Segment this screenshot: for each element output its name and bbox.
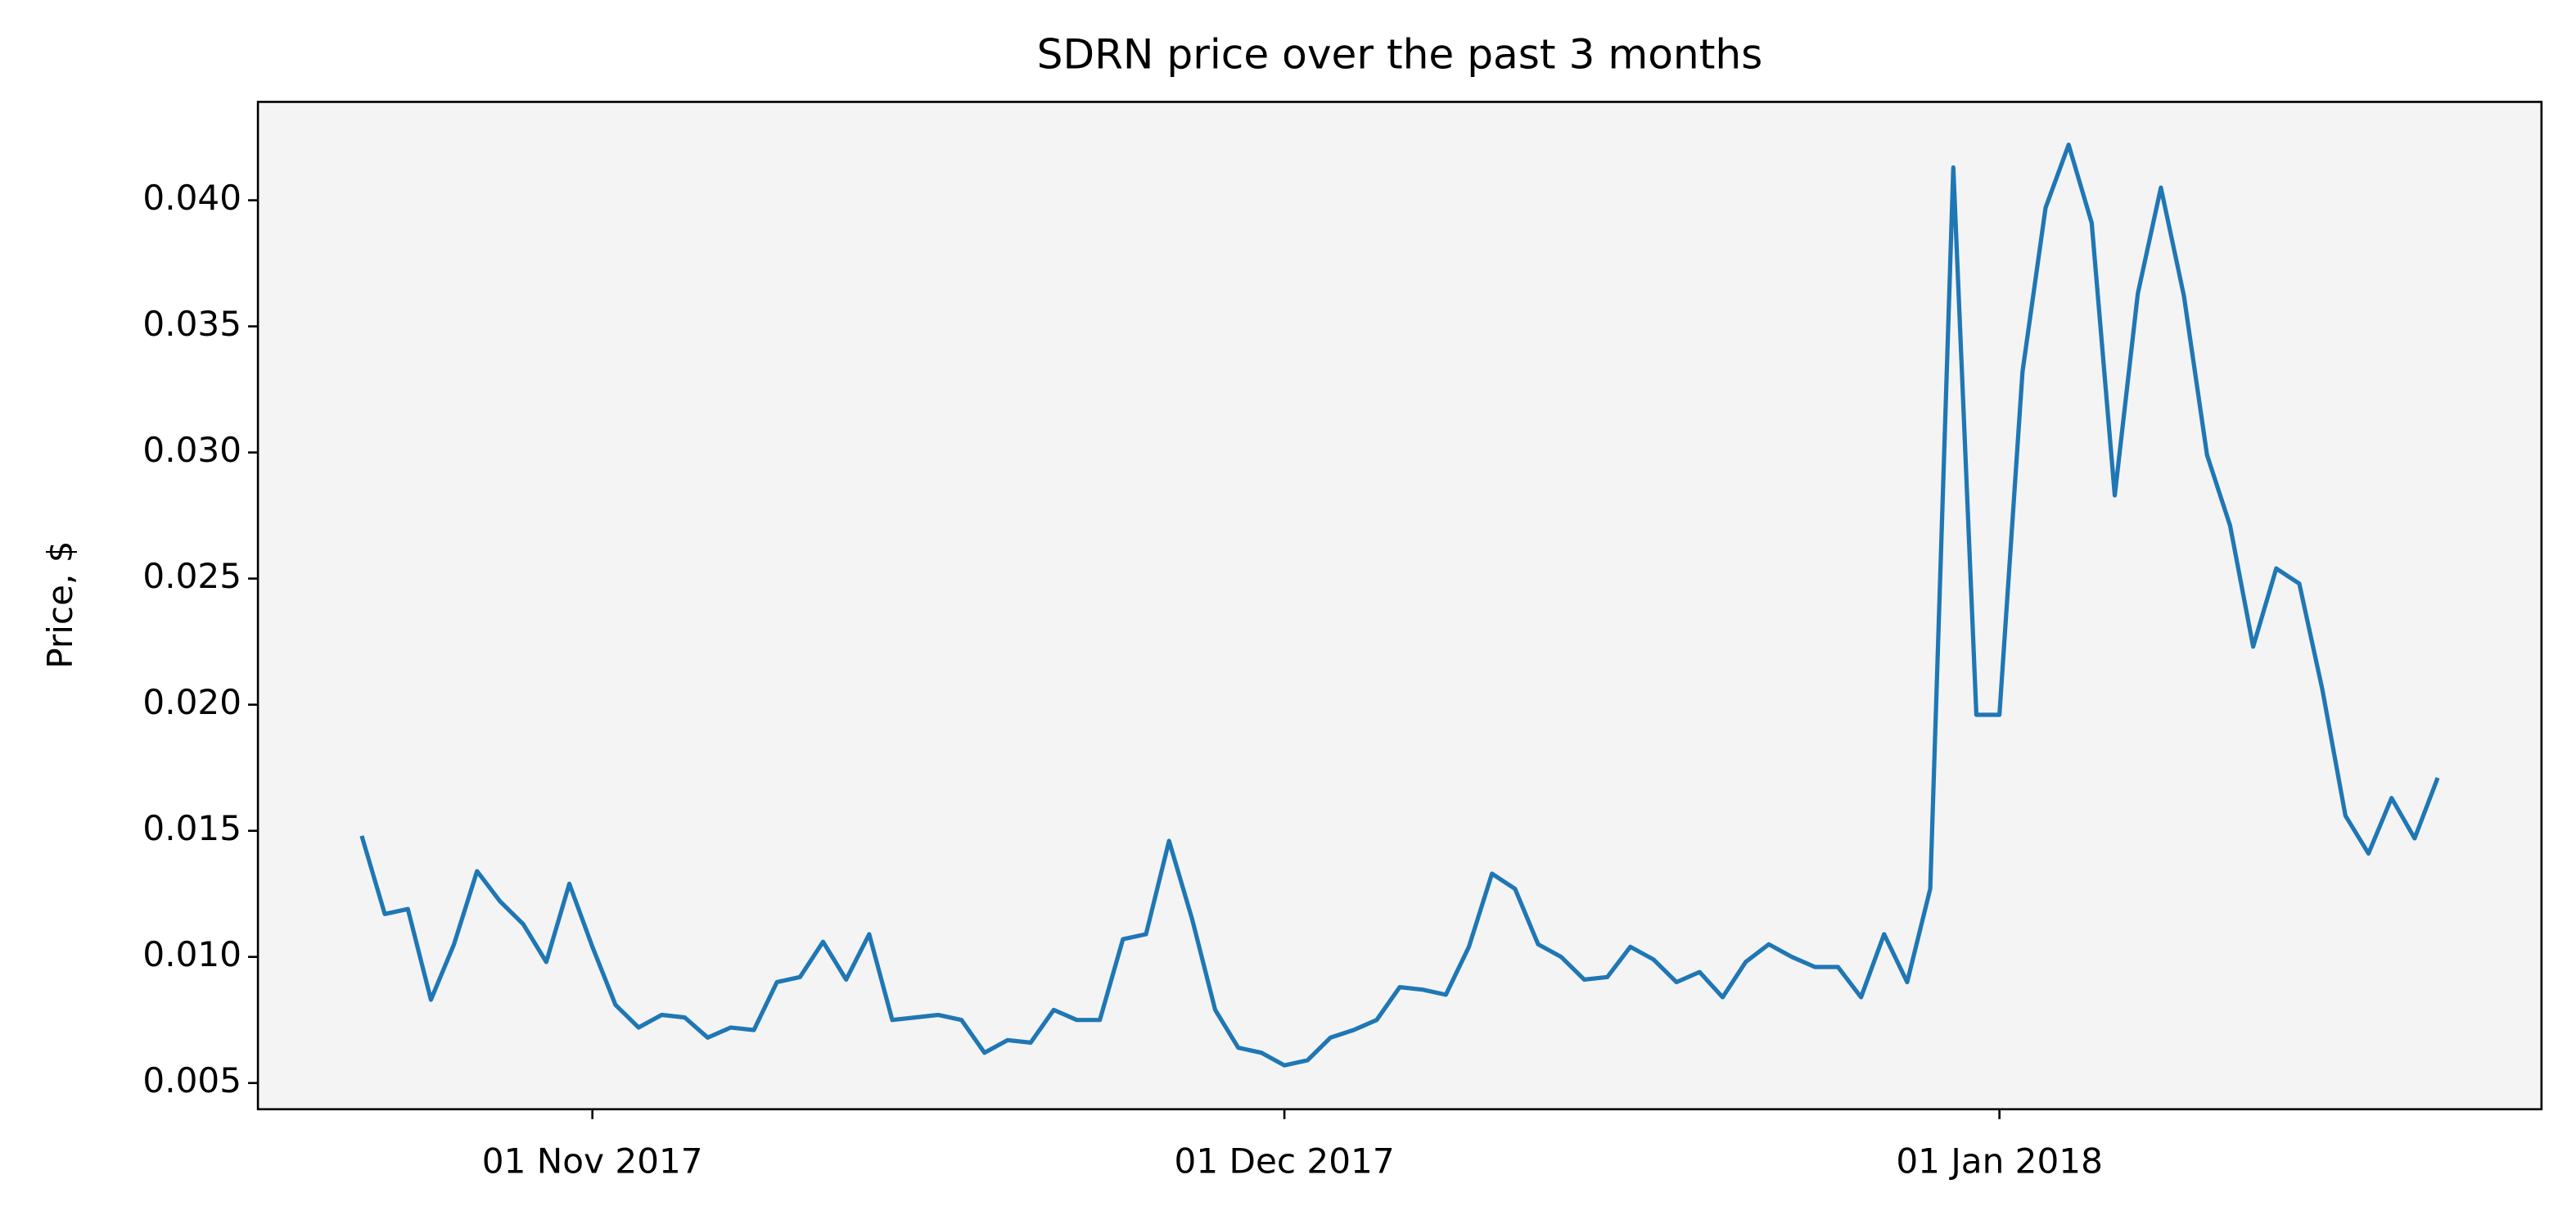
y-axis-label: Price, $ [40,540,80,668]
y-tick-label: 0.025 [142,556,241,596]
x-tick-label: 01 Nov 2017 [482,1141,703,1181]
y-tick-label: 0.040 [142,178,241,218]
y-tick-label: 0.010 [142,934,241,974]
plot-background [258,102,2542,1109]
price-line [359,142,2440,1068]
plot-frame [256,101,2543,1111]
x-tick-label: 01 Jan 2018 [1896,1141,2103,1181]
y-tick-label: 0.030 [142,430,241,470]
y-tick-label: 0.020 [142,682,241,722]
chart-title: SDRN price over the past 3 months [1037,30,1763,79]
y-tick-label: 0.005 [142,1060,241,1100]
y-tick-label: 0.035 [142,304,241,344]
x-tick-label: 01 Dec 2017 [1175,1141,1395,1181]
y-tick-label: 0.015 [142,808,241,848]
